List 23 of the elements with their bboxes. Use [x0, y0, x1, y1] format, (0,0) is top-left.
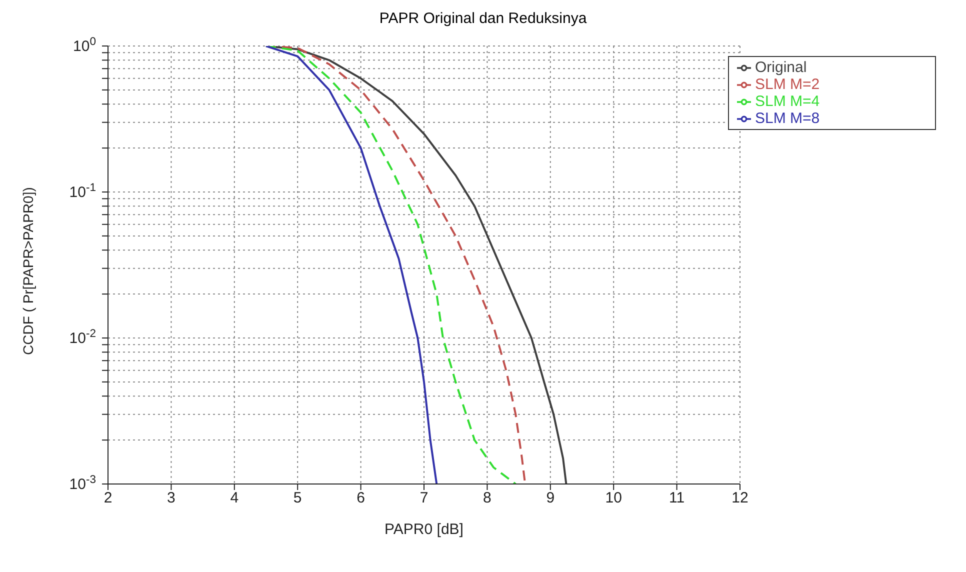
y-tick-label: 10$^{-3}$ — [69, 474, 96, 493]
legend-label: SLM M=2 — [755, 76, 820, 93]
y-tick-label: 10$^{-2}$ — [69, 328, 96, 347]
x-tick-label: 11 — [669, 490, 685, 507]
y-tick-label: 10$^{0}$ — [73, 36, 96, 55]
x-tick-label: 8 — [483, 490, 492, 507]
x-tick-label: 9 — [546, 490, 555, 507]
legend-label: SLM M=4 — [755, 93, 820, 110]
x-tick-label: 6 — [356, 490, 365, 507]
x-tick-label: 7 — [420, 490, 428, 507]
line-series — [265, 46, 438, 484]
y-axis-title: CCDF ( Pr[PAPR>PAPR0]) — [20, 187, 36, 355]
y-tick-label: 10$^{-1}$ — [69, 182, 96, 201]
x-tick-label: 5 — [293, 490, 302, 507]
legend-label: Original — [755, 59, 807, 76]
x-tick-label: 4 — [230, 490, 239, 507]
x-tick-label: 3 — [167, 490, 176, 507]
chart-title: PAPR Original dan Reduksinya — [378, 9, 588, 29]
x-axis-title: PAPR0 [dB] — [384, 521, 464, 538]
x-tick-label: 2 — [104, 490, 112, 507]
x-tick-label: 12 — [732, 490, 748, 507]
legend-label: SLM M=8 — [755, 110, 820, 127]
x-tick-label: 10 — [605, 490, 622, 507]
